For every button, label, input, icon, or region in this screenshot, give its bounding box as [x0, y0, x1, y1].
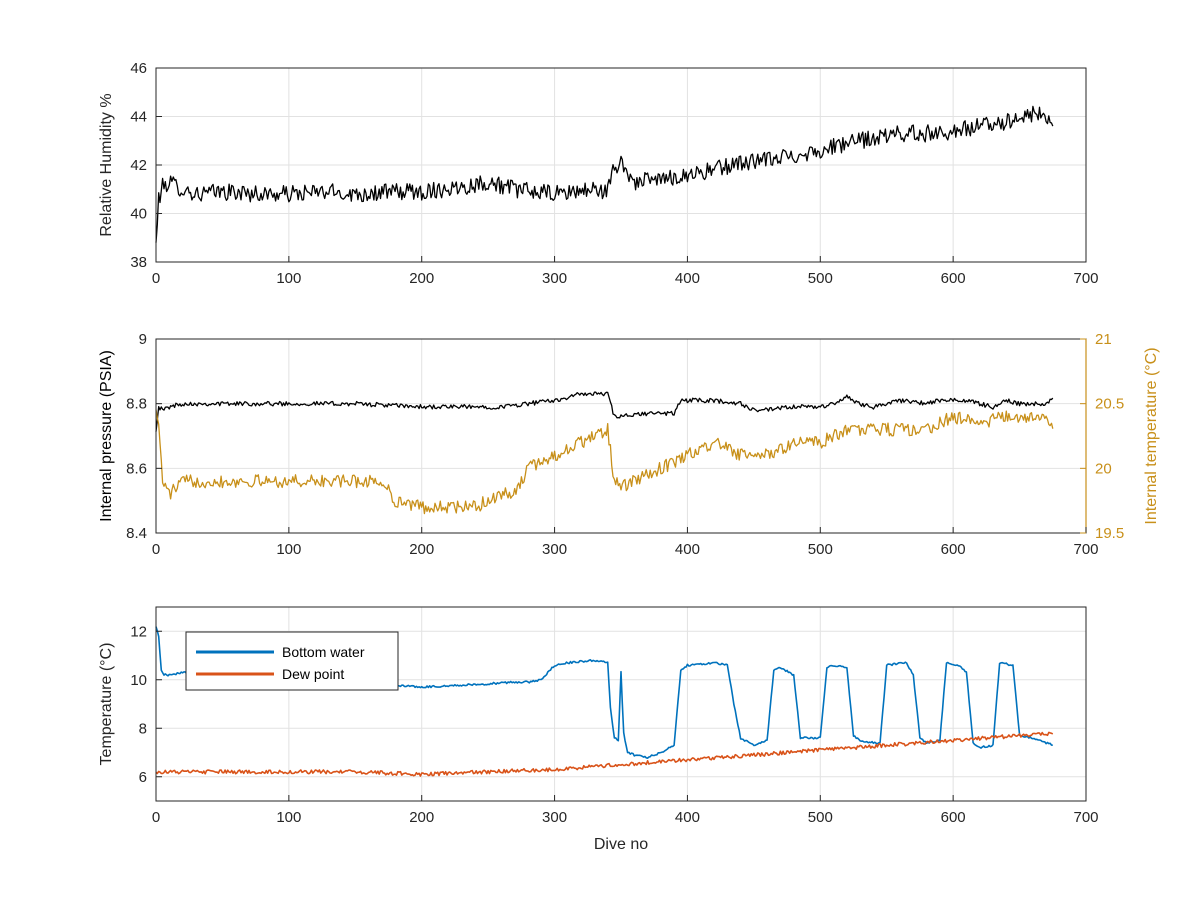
- y-tick-label: 44: [130, 109, 147, 126]
- series-line-1: [155, 391, 1054, 432]
- x-tick-label: 400: [675, 541, 700, 558]
- y-right-tick-label: 20.5: [1095, 396, 1124, 413]
- y-tick-label: 42: [130, 157, 147, 174]
- x-tick-label: 400: [675, 809, 700, 826]
- series-line-1: [155, 105, 1054, 243]
- y-right-tick-label: 19.5: [1095, 525, 1124, 542]
- legend-box: [185, 631, 399, 691]
- y-axis-label: Temperature (°C): [98, 643, 115, 766]
- x-tick-label: 400: [675, 270, 700, 287]
- axes-box: [155, 606, 1087, 802]
- x-tick-label: 300: [542, 809, 567, 826]
- y-right-tick-label: 21: [1095, 331, 1112, 348]
- x-tick-label: 600: [941, 270, 966, 287]
- y-axis-label: Relative Humidity %: [98, 93, 115, 236]
- x-tick-label: 700: [1073, 541, 1098, 558]
- x-tick-label: 0: [152, 809, 160, 826]
- y-tick-label: 6: [139, 769, 147, 786]
- series-line-2: [155, 409, 1054, 515]
- x-tick-label: 100: [276, 270, 301, 287]
- y-tick-label: 8.8: [126, 396, 147, 413]
- x-tick-label: 0: [152, 270, 160, 287]
- y-tick-label: 9: [139, 331, 147, 348]
- y-tick-label: 38: [130, 254, 147, 271]
- y-tick-label: 40: [130, 206, 147, 223]
- panel-1: 0 100 200 300 400 500 600 700 38 40 42 44 46 Relative…: [98, 60, 1099, 287]
- x-tick-label: 100: [276, 809, 301, 826]
- y-tick-label: 8.6: [126, 460, 147, 477]
- y-tick-label: 10: [130, 672, 147, 689]
- y-tick-label: 46: [130, 60, 147, 77]
- x-tick-label: 300: [542, 541, 567, 558]
- x-tick-label: 700: [1073, 270, 1098, 287]
- x-tick-label: 200: [409, 809, 434, 826]
- x-tick-label: 100: [276, 541, 301, 558]
- x-tick-label: 200: [409, 541, 434, 558]
- x-tick-label: 500: [808, 541, 833, 558]
- x-tick-label: 600: [941, 541, 966, 558]
- panel-2: 0 100 200 300 400 500 600 700 8.4 8.6 8.8 9 19.5 20 20…: [98, 331, 1160, 558]
- x-tick-label: 700: [1073, 809, 1098, 826]
- y-axis-label-right: Internal temperature (°C): [1143, 347, 1160, 524]
- y-tick-label: 8: [139, 720, 147, 737]
- x-tick-label: 600: [941, 809, 966, 826]
- x-tick-label: 500: [808, 270, 833, 287]
- y-right-tick-label: 20: [1095, 460, 1112, 477]
- x-axis-label: Dive no: [594, 836, 648, 853]
- x-tick-label: 500: [808, 809, 833, 826]
- legend-entry-label: Dew point: [282, 666, 344, 682]
- y-tick-label: 8.4: [126, 525, 147, 542]
- legend-entry-label: Bottom water: [282, 644, 365, 660]
- series-line-2: [155, 731, 1054, 777]
- panel-3: 0 100 200 300 400 500 600 700 6 8 10 12 Temperature …: [98, 606, 1099, 853]
- x-tick-label: 200: [409, 270, 434, 287]
- y-axis-label: Internal pressure (PSIA): [98, 350, 115, 522]
- x-tick-label: 0: [152, 541, 160, 558]
- x-tick-label: 300: [542, 270, 567, 287]
- legend: Bottom water Dew point: [185, 631, 399, 691]
- y-tick-label: 12: [130, 623, 147, 640]
